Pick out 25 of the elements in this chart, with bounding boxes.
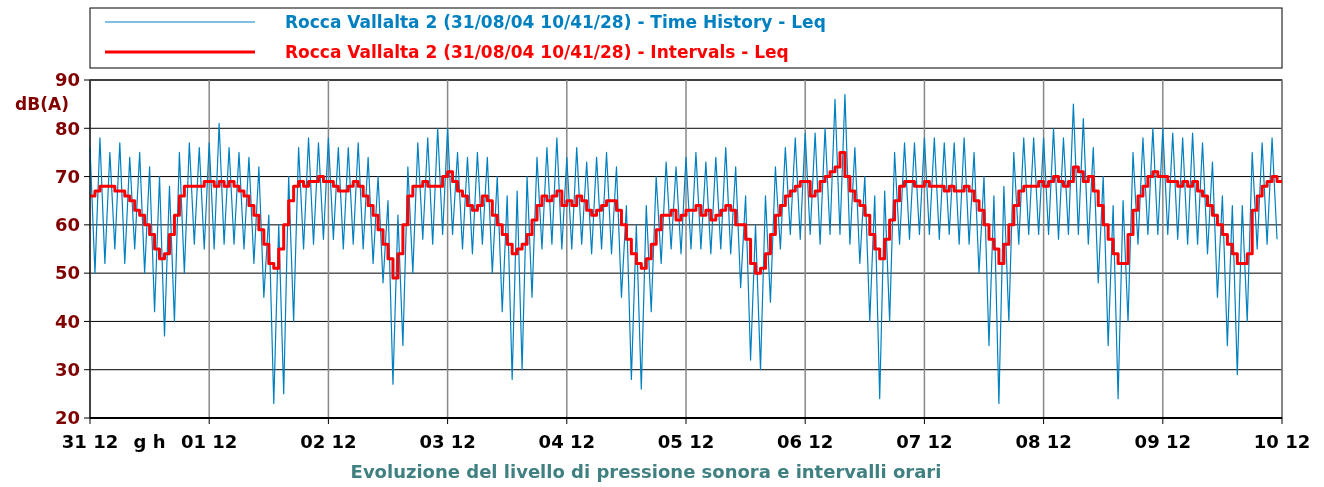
- x-tick-label: 03 12: [419, 431, 476, 452]
- x-tick-label: 05 12: [657, 431, 715, 452]
- x-axis-title: Evoluzione del livello di pressione sonora e intervalli orari: [350, 461, 942, 482]
- text: g h: [133, 431, 166, 452]
- y-tick-label: 80: [54, 117, 80, 139]
- x-tick-label: 10 12: [1253, 431, 1311, 452]
- x-tick-label: 02 12: [300, 431, 357, 452]
- y-tick-label: 90: [54, 69, 80, 91]
- text: Rocca Vallalta 2 (31/08/04 10/41/28) - Intervals - Leq: [285, 42, 789, 62]
- x-tick-label: 01 12: [181, 431, 238, 452]
- y-tick-label: 60: [54, 214, 80, 236]
- x-tick-label: 07 12: [896, 431, 953, 452]
- y-axis-title: dB(A): [15, 94, 69, 114]
- y-tick-label: 40: [54, 310, 80, 332]
- x-tick-label: 06 12: [777, 431, 834, 452]
- line-series: [89, 93, 1278, 405]
- x-tick-label: 08 12: [1015, 431, 1072, 452]
- y-tick-label: 70: [54, 165, 80, 187]
- x-tick-label: 31 12: [61, 431, 119, 452]
- text: Rocca Vallalta 2 (31/08/04 10/41/28) - Time History - Leq: [285, 12, 826, 32]
- y-tick-label: 30: [54, 359, 80, 381]
- y-tick-label: 20: [54, 407, 80, 429]
- x-tick-label: 04 12: [538, 431, 595, 452]
- x-tick-label: 09 12: [1134, 431, 1191, 452]
- y-tick-label: 50: [54, 262, 80, 284]
